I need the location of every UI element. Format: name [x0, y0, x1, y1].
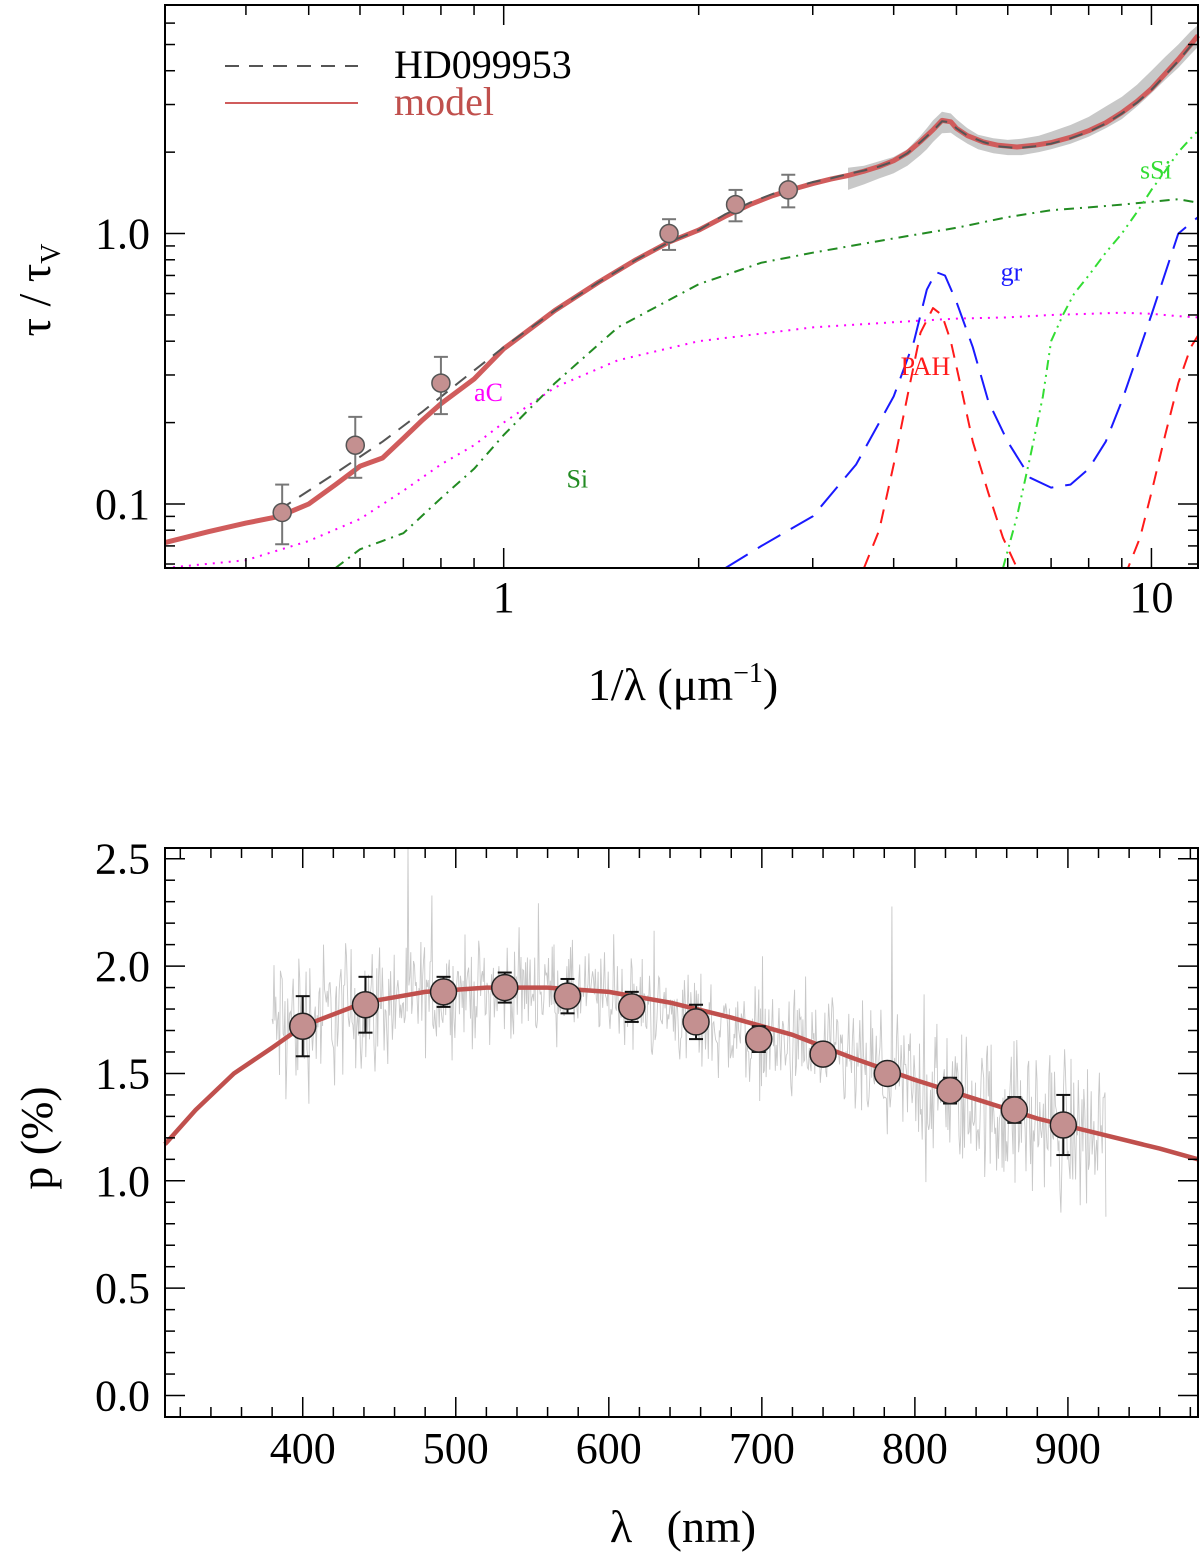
data-point [618, 993, 646, 1021]
data-point [351, 990, 380, 1019]
x-tick-label: 900 [1035, 1424, 1101, 1473]
extinction-series-lines [164, 33, 1200, 569]
x-tick-label: 400 [270, 1424, 336, 1473]
polarization-x-axis-title: λ (nm) [610, 1501, 756, 1552]
label-ssi: sSi [1140, 155, 1172, 184]
data-point [745, 1025, 773, 1053]
y-tick-label: 1.0 [95, 210, 150, 259]
x-tick-label: 500 [423, 1424, 489, 1473]
component-labels: aC Si PAH gr sSi [474, 155, 1172, 493]
data-point [873, 1059, 902, 1088]
x-axis-title-sup: −1 [733, 658, 763, 689]
y-tick-label: 1.0 [95, 1157, 150, 1206]
x-tick-label: 800 [882, 1424, 948, 1473]
series-line-ssi [1002, 130, 1199, 569]
data-point [553, 982, 582, 1010]
y-tick-label: 0.0 [95, 1372, 150, 1421]
data-point [429, 978, 458, 1006]
x-tick-label: 700 [729, 1424, 795, 1473]
y-axis-title-main: τ / τ [9, 264, 60, 337]
extinction-plot-frame [164, 4, 1199, 569]
series-line-model [164, 33, 1200, 546]
data-point [725, 194, 746, 215]
label-pah: PAH [901, 352, 951, 381]
series-line-gr [724, 216, 1199, 569]
polarization-y-axis-title: p (%) [11, 1086, 62, 1189]
extinction-data-points [272, 173, 799, 546]
polarization-chart: 400 500 600 700 800 900 0.0 0.5 1.0 1.5 2.0 2.5 λ (… [11, 835, 1199, 1552]
y-tick-label: 0.5 [95, 1264, 150, 1313]
series-line-ac [164, 311, 1199, 569]
x-tick-label: 600 [576, 1424, 642, 1473]
data-point [345, 435, 366, 455]
series-line-pah [863, 307, 1199, 569]
polarization-data-points [288, 971, 1078, 1157]
extinction-x-axis-title: 1/λ (μm−1) [588, 658, 778, 710]
data-point [809, 1040, 837, 1068]
x-axis-title-main: 1/λ (μm [588, 659, 734, 710]
x-tick-label: 10 [1129, 573, 1173, 622]
data-point [272, 502, 292, 523]
y-axis-title-sub: V [36, 244, 67, 264]
extinction-axis-ticks: 1 10 0.1 1.0 [95, 4, 1198, 622]
y-tick-label: 2.0 [95, 942, 150, 991]
data-point [288, 1012, 317, 1040]
y-tick-label: 2.5 [95, 835, 150, 884]
extinction-y-axis-title: τ / τV [9, 244, 67, 337]
data-point [1000, 1096, 1029, 1124]
series-line-si [334, 198, 1199, 569]
label-si: Si [566, 465, 588, 494]
data-point [1049, 1111, 1078, 1139]
data-point [778, 180, 799, 200]
data-point [431, 373, 451, 393]
legend: HD099953 model [225, 42, 572, 124]
polarization-axis-ticks: 400 500 600 700 800 900 0.0 0.5 1.0 1.5 2.0 2.5 [95, 835, 1198, 1473]
extinction-chart: aC Si PAH gr sSi 1 10 0.1 1.0 HD099953 model 1/… [9, 4, 1200, 710]
data-point [682, 1008, 710, 1036]
label-gr: gr [1001, 258, 1023, 287]
x-tick-label: 1 [493, 573, 515, 622]
data-point [490, 973, 519, 1002]
data-point [659, 223, 679, 244]
y-tick-label: 1.5 [95, 1049, 150, 1098]
label-ac: aC [474, 378, 503, 407]
polarization-plot-frame [164, 847, 1199, 1418]
legend-label-model: model [394, 79, 494, 124]
legend-label-hd099953: HD099953 [394, 42, 572, 87]
y-tick-label: 0.1 [95, 480, 150, 529]
series-line-hd099953 [278, 35, 1199, 511]
data-point [936, 1076, 964, 1105]
x-axis-title-close: ) [763, 659, 778, 710]
